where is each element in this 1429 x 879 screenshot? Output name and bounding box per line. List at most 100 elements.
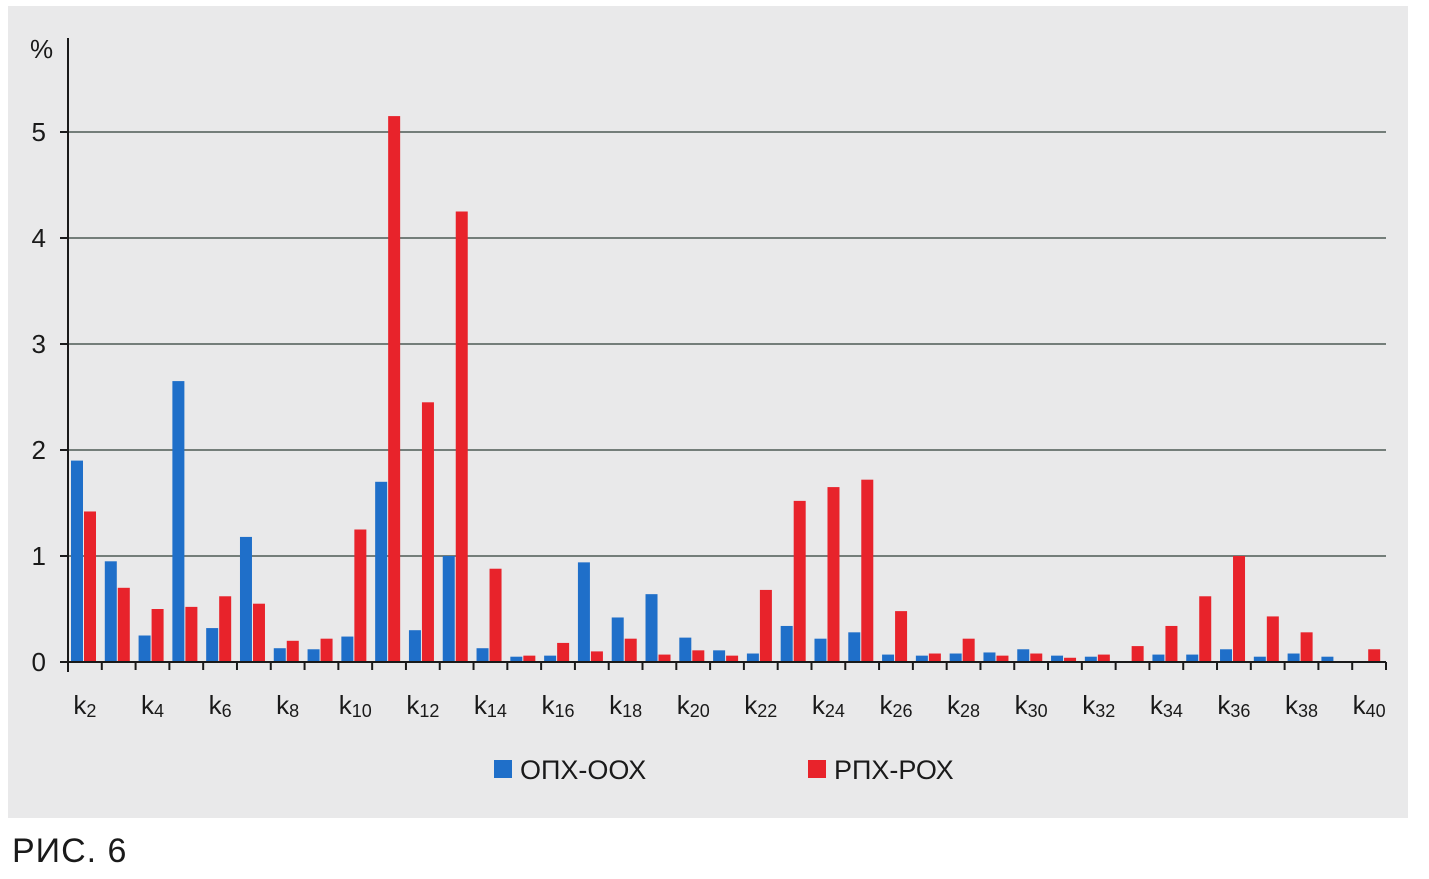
x-tick-label: k14 <box>474 690 507 721</box>
y-tick-label: 2 <box>32 435 46 465</box>
bar-series-1-k11 <box>375 481 388 662</box>
x-tick-label: k38 <box>1285 690 1318 721</box>
bar-series-2-k12 <box>421 402 434 662</box>
bar-series-1-k12 <box>408 630 421 662</box>
bar-series-2-k29 <box>996 655 1009 662</box>
bar-series-1-k15 <box>510 656 523 662</box>
x-tick-label: k34 <box>1150 690 1183 721</box>
x-tick-label: k6 <box>209 690 232 721</box>
bar-series-2-k10 <box>354 529 367 662</box>
y-tick-label: 3 <box>32 329 46 359</box>
x-tick-label: k8 <box>276 690 299 721</box>
bar-series-1-k14 <box>476 648 489 662</box>
bar-series-1-k27 <box>915 655 928 662</box>
bar-series-2-k13 <box>455 211 468 662</box>
bar-series-1-k17 <box>577 562 590 662</box>
bar-series-2-k15 <box>523 655 536 662</box>
bar-series-1-k25 <box>848 632 861 662</box>
bar-series-1-k4 <box>138 635 151 662</box>
bar-series-1-k28 <box>949 653 962 662</box>
x-tick-label: k26 <box>879 690 912 721</box>
bar-series-1-k16 <box>544 655 557 662</box>
x-tick-label: k2 <box>73 690 96 721</box>
bar-series-1-k37 <box>1253 656 1266 662</box>
bar-series-1-k34 <box>1152 654 1165 662</box>
bar-series-2-k16 <box>557 642 570 662</box>
bar-series-1-k6 <box>206 628 219 662</box>
y-tick-label: 0 <box>32 647 46 677</box>
x-tick-label: k22 <box>744 690 777 721</box>
bar-series-2-k9 <box>320 638 333 662</box>
bar-series-1-k7 <box>239 536 252 662</box>
bar-series-1-k39 <box>1321 656 1334 662</box>
x-tick-label: k10 <box>339 690 372 721</box>
y-axis-label: % <box>30 34 53 64</box>
y-tick-label: 5 <box>32 117 46 147</box>
bars <box>71 116 1381 663</box>
bar-series-2-k37 <box>1266 616 1279 662</box>
bar-series-1-k35 <box>1186 654 1199 662</box>
bar-series-2-k6 <box>219 596 232 662</box>
bar-series-2-k26 <box>895 611 908 662</box>
bar-series-2-k14 <box>489 568 502 662</box>
bar-series-2-k35 <box>1199 596 1212 662</box>
bar-series-2-k18 <box>624 638 637 662</box>
bar-series-2-k5 <box>185 606 198 662</box>
bar-series-2-k11 <box>388 116 401 663</box>
bar-series-2-k19 <box>658 654 671 662</box>
bar-series-2-k32 <box>1097 654 1110 662</box>
x-tick-label: k18 <box>609 690 642 721</box>
legend-swatch-2 <box>808 760 826 778</box>
bar-series-1-k29 <box>983 652 996 662</box>
legend-swatch-1 <box>494 760 512 778</box>
bar-series-1-k3 <box>104 561 117 662</box>
bar-series-1-k24 <box>814 638 827 662</box>
bar-series-1-k13 <box>442 556 455 662</box>
bar-series-2-k23 <box>793 500 806 662</box>
x-tick-label: k32 <box>1082 690 1115 721</box>
y-tick-label: 1 <box>32 541 46 571</box>
legend-label-2: РПХ-РОХ <box>834 755 954 785</box>
bar-series-1-k18 <box>611 617 624 662</box>
bar-series-2-k21 <box>726 655 739 662</box>
bar-series-1-k20 <box>679 637 692 662</box>
x-tick-label: k36 <box>1217 690 1250 721</box>
bar-series-1-k9 <box>307 649 320 662</box>
bar-series-2-k20 <box>692 650 705 662</box>
bar-series-2-k40 <box>1368 649 1381 662</box>
bar-series-2-k33 <box>1131 646 1144 662</box>
bar-series-1-k19 <box>645 594 658 662</box>
bar-series-2-k30 <box>1030 653 1043 662</box>
bar-series-1-k30 <box>1017 649 1030 662</box>
bar-series-1-k2 <box>71 460 83 662</box>
x-tick-label: k12 <box>406 690 439 721</box>
bar-series-1-k21 <box>713 650 726 662</box>
bar-series-1-k8 <box>273 648 286 662</box>
bar-series-2-k38 <box>1300 632 1313 662</box>
bar-series-2-k24 <box>827 487 840 662</box>
bar-series-2-k2 <box>84 511 96 662</box>
grid-lines <box>68 131 1386 557</box>
bar-series-2-k17 <box>590 651 603 662</box>
bar-series-2-k34 <box>1165 625 1178 662</box>
bar-series-1-k36 <box>1220 649 1233 662</box>
bar-series-1-k23 <box>780 625 793 662</box>
x-tick-label: k16 <box>542 690 575 721</box>
x-tick-label: k30 <box>1015 690 1048 721</box>
legend: ОПХ-ООХ РПХ-РОХ <box>494 755 954 785</box>
bar-series-1-k22 <box>746 653 759 662</box>
bar-series-2-k4 <box>151 609 164 662</box>
x-tick-labels: k2 k4 k6 k8 k10 k12 k14 k16 k18 k20 k22 k24 k26 k28 k3… <box>73 690 1385 721</box>
x-tick-label: k40 <box>1353 690 1386 721</box>
bar-series-2-k36 <box>1233 556 1246 662</box>
bar-series-2-k3 <box>117 587 130 662</box>
axes <box>60 38 1387 672</box>
bar-series-2-k22 <box>759 589 772 662</box>
bar-series-1-k38 <box>1287 653 1300 662</box>
x-tick-label: k4 <box>141 690 164 721</box>
bar-series-2-k31 <box>1064 657 1077 662</box>
y-tick-label: 4 <box>32 223 46 253</box>
